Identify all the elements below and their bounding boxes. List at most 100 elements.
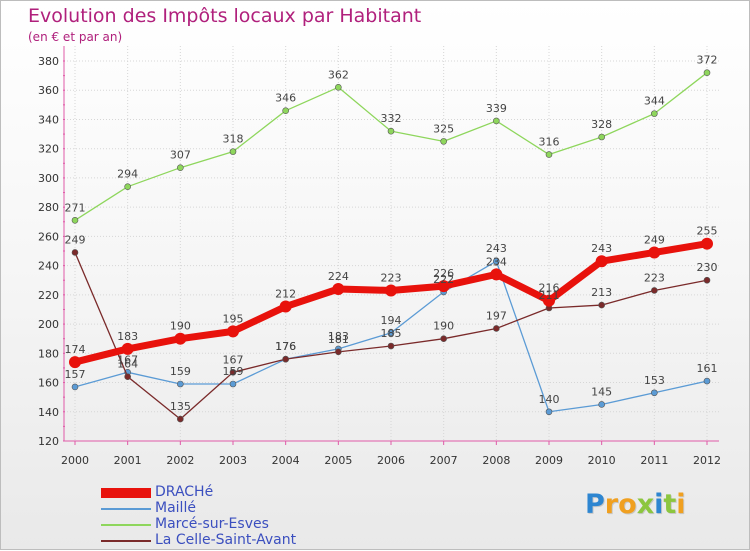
x-tick-label: 2010: [588, 454, 616, 467]
x-tick-label: 2008: [482, 454, 510, 467]
y-tick-label: 260: [38, 230, 59, 243]
y-tick-label: 240: [38, 260, 59, 273]
data-label: 167: [223, 353, 244, 366]
data-label: 212: [275, 288, 296, 301]
x-tick-label: 2012: [693, 454, 721, 467]
data-point: [124, 373, 131, 380]
data-label: 249: [644, 233, 665, 246]
y-tick-label: 320: [38, 143, 59, 156]
logo-letter: i: [654, 489, 664, 520]
data-point: [545, 151, 553, 158]
data-label: 318: [223, 133, 244, 146]
x-tick-label: 2004: [272, 454, 300, 467]
logo-letter: t: [663, 489, 677, 520]
data-point: [387, 127, 395, 135]
x-tick-label: 2009: [535, 454, 563, 467]
data-label: 234: [486, 255, 507, 268]
logo-letter: x: [636, 489, 655, 520]
y-tick-label: 300: [38, 172, 59, 185]
data-label: 230: [697, 261, 718, 274]
data-point: [332, 283, 345, 295]
legend-item-maille: Maillé: [101, 500, 361, 517]
data-label: 167: [117, 353, 138, 366]
x-tick-label: 2005: [324, 454, 352, 467]
data-point: [71, 383, 79, 391]
data-point: [229, 369, 237, 376]
x-tick-label: 2002: [166, 454, 194, 467]
data-point: [177, 164, 184, 171]
chart-subtitle: (en € et par an): [28, 30, 123, 44]
data-point: [71, 249, 79, 256]
data-label: 159: [223, 365, 244, 378]
legend-swatch-drache: [101, 488, 151, 498]
logo-letter: r: [604, 489, 619, 520]
data-point: [385, 284, 397, 297]
data-label: 135: [170, 400, 191, 413]
data-label: 183: [328, 330, 349, 343]
data-label: 243: [486, 242, 507, 255]
data-label: 255: [697, 225, 718, 238]
data-label: 153: [644, 374, 665, 387]
data-label: 174: [65, 343, 86, 356]
data-label: 161: [697, 362, 718, 375]
data-point: [440, 138, 447, 145]
data-label: 190: [433, 320, 454, 333]
data-point: [493, 325, 500, 332]
x-tick-label: 2001: [114, 454, 142, 467]
data-label: 222: [433, 273, 454, 286]
data-point: [121, 342, 134, 355]
data-point: [335, 84, 342, 91]
data-label: 307: [170, 149, 191, 162]
data-label: 181: [328, 333, 349, 346]
data-point: [648, 246, 661, 259]
logo-letter: o: [618, 489, 637, 520]
y-tick-label: 160: [38, 377, 59, 390]
data-label: 294: [117, 168, 138, 181]
data-label: 223: [381, 271, 402, 284]
data-label: 194: [381, 314, 402, 327]
data-label: 339: [486, 102, 507, 115]
y-tick-label: 340: [38, 113, 59, 126]
data-point: [279, 300, 292, 313]
x-tick-label: 2000: [61, 454, 89, 467]
data-label: 183: [117, 330, 138, 343]
data-point: [598, 133, 605, 141]
data-point: [174, 332, 187, 345]
data-point: [545, 408, 553, 416]
chart-title: Evolution des Impôts locaux par Habitant: [28, 5, 422, 27]
data-label: 197: [486, 309, 507, 322]
proxiti-logo: Proxiti: [585, 489, 686, 520]
legend-label: DRACHé: [155, 484, 214, 500]
legend-label: Marcé-sur-Esves: [155, 516, 269, 532]
data-point: [493, 257, 500, 265]
data-point: [703, 276, 711, 284]
data-label: 316: [539, 136, 560, 149]
data-label: 216: [539, 282, 560, 295]
data-point: [543, 294, 555, 307]
data-point: [124, 183, 131, 190]
data-label: 332: [381, 112, 402, 125]
data-point: [177, 415, 184, 423]
data-label: 325: [433, 122, 454, 135]
legend-label: Maillé: [155, 500, 196, 516]
legend-item-la-celle: La Celle-Saint-Avant: [101, 532, 361, 549]
data-point: [651, 389, 658, 397]
data-point: [651, 287, 658, 294]
data-label: 185: [381, 327, 402, 340]
data-point: [440, 335, 447, 342]
data-point: [703, 377, 711, 385]
data-label: 176: [275, 340, 296, 353]
data-point: [282, 355, 289, 363]
data-point: [282, 107, 289, 114]
legend: DRACHé Maillé Marcé-sur-Esves La Celle-S…: [101, 484, 361, 549]
data-label: 224: [328, 270, 349, 283]
x-tick-label: 2006: [377, 454, 405, 467]
data-label: 157: [65, 368, 86, 381]
data-label: 372: [697, 54, 718, 67]
data-label: 249: [65, 233, 86, 246]
data-point: [595, 255, 608, 268]
data-label: 223: [644, 271, 665, 284]
data-point: [227, 325, 239, 338]
